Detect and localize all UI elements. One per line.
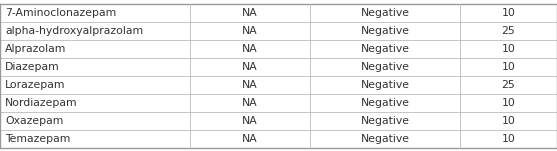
Text: Diazepam: Diazepam xyxy=(5,61,60,72)
Bar xyxy=(190,93,310,111)
Bar xyxy=(310,3,460,21)
Text: Negative: Negative xyxy=(360,116,409,125)
Text: Negative: Negative xyxy=(360,43,409,53)
Bar xyxy=(460,3,557,21)
Bar xyxy=(460,40,557,58)
Text: NA: NA xyxy=(242,116,258,125)
Bar xyxy=(310,40,460,58)
Bar xyxy=(310,130,460,148)
Bar xyxy=(460,76,557,93)
Bar xyxy=(310,111,460,130)
Text: Alprazolam: Alprazolam xyxy=(5,43,66,53)
Bar xyxy=(0,58,190,76)
Bar xyxy=(460,130,557,148)
Text: NA: NA xyxy=(242,133,258,143)
Bar xyxy=(310,93,460,111)
Text: 10: 10 xyxy=(501,116,515,125)
Text: NA: NA xyxy=(242,43,258,53)
Bar xyxy=(190,130,310,148)
Bar xyxy=(0,130,190,148)
Text: NA: NA xyxy=(242,79,258,90)
Bar xyxy=(0,40,190,58)
Bar xyxy=(310,76,460,93)
Text: Oxazepam: Oxazepam xyxy=(5,116,63,125)
Text: 7-Aminoclonazepam: 7-Aminoclonazepam xyxy=(5,8,116,18)
Bar xyxy=(190,58,310,76)
Bar xyxy=(190,40,310,58)
Bar xyxy=(460,58,557,76)
Text: Negative: Negative xyxy=(360,61,409,72)
Bar xyxy=(0,93,190,111)
Text: Negative: Negative xyxy=(360,133,409,143)
Text: Negative: Negative xyxy=(360,98,409,108)
Text: Negative: Negative xyxy=(360,26,409,35)
Text: NA: NA xyxy=(242,61,258,72)
Text: Temazepam: Temazepam xyxy=(5,133,70,143)
Bar xyxy=(460,93,557,111)
Bar xyxy=(190,76,310,93)
Bar xyxy=(190,111,310,130)
Bar xyxy=(0,21,190,40)
Text: 10: 10 xyxy=(501,43,515,53)
Bar xyxy=(190,21,310,40)
Bar xyxy=(310,58,460,76)
Bar xyxy=(190,3,310,21)
Text: Lorazepam: Lorazepam xyxy=(5,79,66,90)
Bar xyxy=(460,21,557,40)
Bar xyxy=(310,21,460,40)
Text: NA: NA xyxy=(242,26,258,35)
Text: Negative: Negative xyxy=(360,8,409,18)
Bar xyxy=(460,111,557,130)
Text: NA: NA xyxy=(242,98,258,108)
Bar xyxy=(0,111,190,130)
Text: 25: 25 xyxy=(502,26,515,35)
Text: 10: 10 xyxy=(501,8,515,18)
Text: Negative: Negative xyxy=(360,79,409,90)
Text: 10: 10 xyxy=(501,98,515,108)
Text: 10: 10 xyxy=(501,133,515,143)
Text: 25: 25 xyxy=(502,79,515,90)
Text: Nordiazepam: Nordiazepam xyxy=(5,98,77,108)
Text: alpha-hydroxyalprazolam: alpha-hydroxyalprazolam xyxy=(5,26,143,35)
Bar xyxy=(0,3,190,21)
Text: NA: NA xyxy=(242,8,258,18)
Text: 10: 10 xyxy=(501,61,515,72)
Bar xyxy=(0,76,190,93)
